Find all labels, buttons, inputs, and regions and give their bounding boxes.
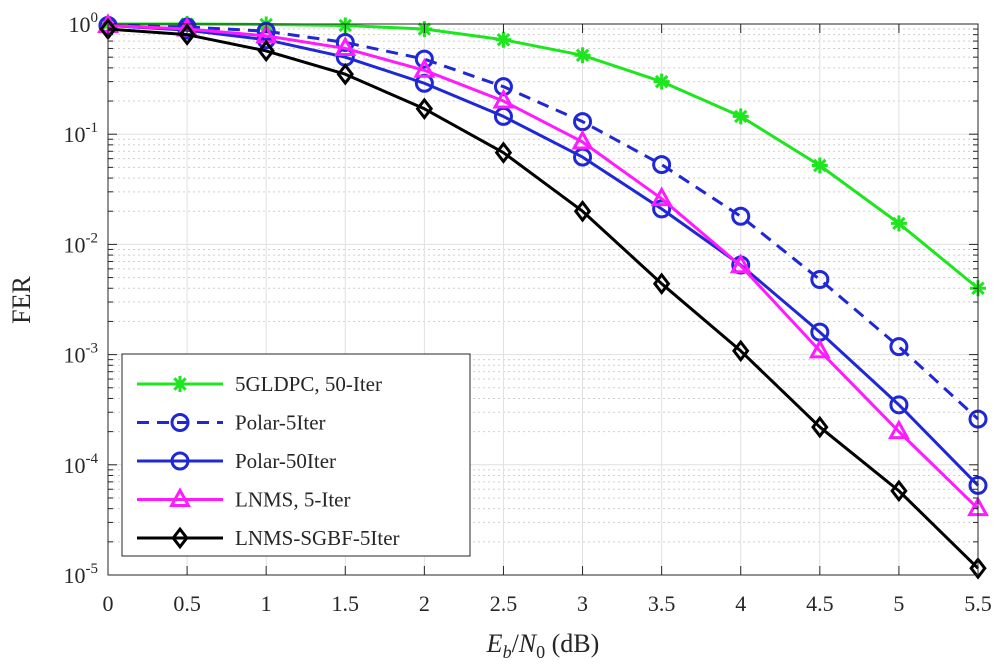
asterisk-stroke: [173, 377, 187, 391]
legend-label: Polar-50Iter: [235, 449, 336, 473]
x-tick-label: 0: [103, 591, 114, 616]
x-tick-label: 5: [893, 591, 904, 616]
y-tick-label: 10-3: [64, 341, 99, 368]
asterisk-stroke: [654, 74, 669, 89]
triangle-marker: [887, 419, 910, 440]
asterisk-marker: [653, 73, 670, 90]
y-tick-label: 10-1: [64, 120, 99, 147]
circle-marker: [573, 112, 593, 132]
legend-label: Polar-5Iter: [235, 411, 326, 435]
circle-marker: [170, 413, 190, 432]
diamond-marker: [178, 23, 196, 46]
circle-marker: [889, 395, 909, 415]
triangle-marker: [169, 487, 191, 507]
circle-marker: [652, 155, 672, 175]
x-tick-label: 2: [419, 591, 430, 616]
circle-marker: [652, 199, 672, 219]
diamond-marker: [415, 97, 434, 121]
asterisk-marker: [811, 157, 828, 174]
asterisk-marker: [732, 108, 749, 125]
legend-label: 5GLDPC, 50-Iter: [235, 372, 382, 396]
y-tick-label: 10-2: [64, 230, 99, 257]
y-tick-label: 10-5: [64, 561, 99, 588]
triangle-marker: [413, 58, 436, 78]
x-tick-label: 4: [735, 591, 746, 616]
circle-marker: [889, 337, 909, 357]
diamond-marker: [732, 339, 750, 363]
triangle-marker: [650, 186, 673, 207]
series: [99, 17, 987, 580]
circle-marker: [170, 451, 190, 471]
asterisk-marker: [495, 31, 512, 48]
series-line: [107, 23, 980, 510]
triangle-marker: [571, 129, 594, 150]
diamond-marker: [652, 272, 671, 295]
x-tick-label: 5.5: [964, 591, 992, 616]
asterisk-stroke: [575, 48, 590, 63]
triangle-marker: [729, 253, 752, 274]
series-line: [107, 23, 980, 487]
legend-label: LNMS, 5-Iter: [235, 488, 350, 512]
x-tick-label: 1.5: [332, 591, 360, 616]
diamond-marker: [257, 39, 275, 63]
y-tick-label: 10-4: [64, 451, 99, 478]
asterisk-stroke: [734, 109, 748, 124]
triangle-marker: [492, 88, 515, 109]
diamond-marker: [969, 557, 987, 580]
diamond-marker: [171, 526, 189, 550]
diamond-marker: [336, 62, 354, 86]
series-line: [107, 23, 980, 421]
legend-entry: LNMS-SGBF-5Iter: [137, 526, 400, 550]
x-tick-label: 3: [577, 591, 588, 616]
asterisk-marker: [172, 376, 188, 392]
circle-marker: [414, 49, 434, 69]
tick-marks: [107, 23, 979, 576]
diamond-marker: [890, 479, 908, 503]
circle-marker: [810, 270, 830, 290]
circle-marker: [731, 206, 751, 226]
asterisk-stroke: [892, 216, 906, 231]
asterisk-marker: [574, 47, 591, 64]
diamond-marker: [494, 141, 513, 164]
triangle-marker: [808, 338, 831, 359]
x-tick-label: 2.5: [490, 591, 518, 616]
x-tick-label: 1: [261, 591, 272, 616]
x-tick-label: 0.5: [173, 591, 201, 616]
diamond-marker: [573, 199, 592, 223]
asterisk-marker: [890, 215, 907, 232]
legend-entry: LNMS, 5-Iter: [137, 487, 350, 512]
x-tick-labels: 0 0.5 1 1.5 2 2.5 3 3.5 4 4.5 5 5.5: [103, 591, 992, 616]
x-tick-label: 3.5: [648, 591, 676, 616]
x-tick-label: 4.5: [806, 591, 834, 616]
legend-entry: Polar-50Iter: [137, 449, 336, 473]
legend-entry: 5GLDPC, 50-Iter: [137, 372, 382, 396]
legend-label: LNMS-SGBF-5Iter: [235, 526, 400, 550]
y-tick-label: 100: [69, 10, 99, 37]
y-axis-label: FER: [7, 276, 36, 324]
triangle-marker: [334, 36, 357, 56]
diamond-marker: [811, 415, 829, 439]
asterisk-stroke: [496, 33, 511, 47]
asterisk-stroke: [813, 158, 827, 173]
y-tick-labels: 100 10-1 10-2 10-3 10-4 10-5: [64, 10, 99, 588]
plot-frame: [107, 23, 979, 576]
series-line: [107, 27, 980, 570]
x-axis-label: Eb/N0 (dB): [486, 629, 600, 662]
legend-entry: Polar-5Iter: [137, 411, 326, 435]
legend: 5GLDPC, 50-Iter Polar-5Iter Polar-50Iter LN…: [121, 353, 471, 557]
